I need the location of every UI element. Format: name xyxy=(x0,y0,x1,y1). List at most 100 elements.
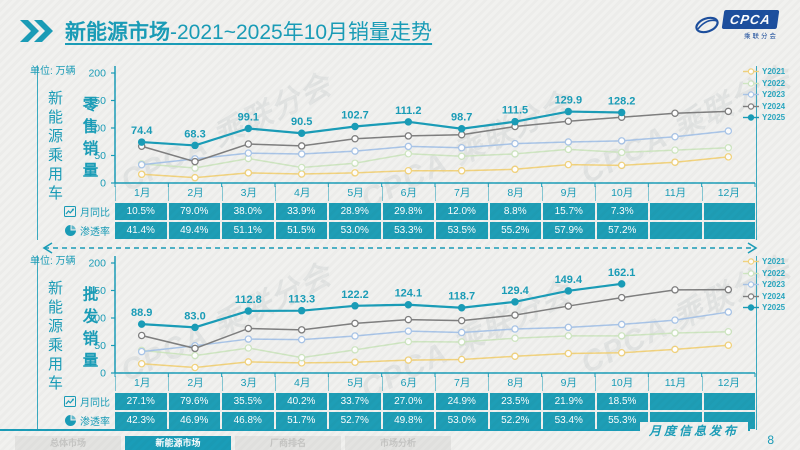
data-point-y2022 xyxy=(297,353,306,362)
data-point-y2023 xyxy=(457,328,466,337)
value-label: 112.8 xyxy=(235,294,262,306)
legend-marker-icon xyxy=(743,258,759,265)
data-point-y2025 xyxy=(244,124,253,133)
data-cell: 40.2% xyxy=(275,393,327,410)
legend-item-y2022[interactable]: Y2022 xyxy=(743,78,785,90)
data-point-y2024 xyxy=(404,315,413,324)
data-point-y2021 xyxy=(724,341,733,349)
legend-marker-icon xyxy=(743,91,759,98)
penetration-row: 41.4% 49.4% 51.1% 51.5% 53.0% 53.3% 53.5% 55.2%… xyxy=(115,222,755,239)
legend-item-y2023[interactable]: Y2023 xyxy=(743,279,785,291)
data-point-y2021 xyxy=(404,166,413,175)
data-point-y2022 xyxy=(564,332,573,340)
legend-label: Y2024 xyxy=(762,101,786,111)
data-point-y2025 xyxy=(457,303,466,312)
data-point-y2024 xyxy=(351,319,359,328)
data-point-y2024 xyxy=(191,157,199,166)
data-cell: 38.0% xyxy=(222,203,274,220)
cpca-logo-text-group: CPCA 乘联分会 xyxy=(721,10,780,40)
data-point-y2023 xyxy=(511,325,519,333)
data-point-y2024 xyxy=(671,109,679,118)
data-point-y2025 xyxy=(404,118,413,126)
data-point-y2021 xyxy=(671,345,679,354)
data-cell: 10.5% xyxy=(115,203,167,220)
category-label: 新能源乘用车 xyxy=(46,280,63,394)
data-cell: 52.2% xyxy=(489,412,541,429)
series-line-y2021 xyxy=(141,344,729,369)
value-label: 102.7 xyxy=(341,110,369,122)
logo-text: CPCA xyxy=(721,10,780,29)
data-point-y2025 xyxy=(617,280,626,288)
data-point-y2021 xyxy=(351,358,359,366)
data-cell xyxy=(650,393,702,410)
legend-item-y2025[interactable]: Y2025 xyxy=(743,112,785,124)
data-point-y2021 xyxy=(244,169,253,177)
penetration-row-label: 渗透率 xyxy=(28,222,110,239)
data-point-y2021 xyxy=(191,173,199,182)
footer-tab-2[interactable]: 厂商排名 xyxy=(235,436,341,450)
data-cell: 15.7% xyxy=(543,203,595,220)
legend-item-y2024[interactable]: Y2024 xyxy=(743,291,785,303)
data-point-y2022 xyxy=(617,332,626,340)
data-point-y2024 xyxy=(564,117,573,125)
data-point-y2024 xyxy=(457,130,466,139)
month-label: 1月 xyxy=(115,376,168,391)
header: 新能源市场-2021~2025年10月销量走势 xyxy=(20,16,432,46)
data-point-y2023 xyxy=(404,327,413,335)
data-point-y2024 xyxy=(724,107,733,116)
footer-caption: 月度信息发布 xyxy=(639,422,748,439)
legend-item-y2021[interactable]: Y2021 xyxy=(743,256,785,268)
footer-tab-3[interactable]: 市场分析 xyxy=(345,436,451,450)
value-label: 162.1 xyxy=(608,267,636,279)
data-cell xyxy=(703,393,755,410)
data-point-y2023 xyxy=(244,149,253,157)
penetration-row-label: 渗透率 xyxy=(28,412,110,429)
data-point-y2025 xyxy=(297,129,306,137)
data-point-y2023 xyxy=(137,347,146,356)
data-point-y2021 xyxy=(297,170,306,178)
legend-label: Y2022 xyxy=(762,268,786,278)
dashed-separator-arrow xyxy=(42,242,758,254)
data-point-y2023 xyxy=(244,335,253,343)
month-label: 2月 xyxy=(168,376,221,391)
footer-tab-0[interactable]: 总体市场 xyxy=(15,436,121,450)
month-label: 11月 xyxy=(648,376,701,391)
data-point-y2024 xyxy=(617,293,626,302)
footer-tab-1[interactable]: 新能源市场 xyxy=(125,436,231,450)
value-label: 129.4 xyxy=(501,285,529,297)
legend-item-y2024[interactable]: Y2024 xyxy=(743,101,785,113)
data-point-y2023 xyxy=(297,150,306,158)
data-cell: 27.1% xyxy=(115,393,167,410)
data-point-y2022 xyxy=(617,148,626,157)
value-label: 122.2 xyxy=(341,289,369,301)
footer-tabs: 总体市场 新能源市场 厂商排名 市场分析 xyxy=(15,436,451,450)
value-label: 111.2 xyxy=(395,105,421,117)
legend-item-y2023[interactable]: Y2023 xyxy=(743,89,785,101)
data-cell: 53.0% xyxy=(436,412,488,429)
data-point-y2021 xyxy=(457,167,466,175)
legend-item-y2021[interactable]: Y2021 xyxy=(743,66,785,78)
legend-label: Y2022 xyxy=(762,78,786,88)
data-point-y2023 xyxy=(724,127,733,135)
month-label: 7月 xyxy=(434,376,488,391)
data-point-y2024 xyxy=(564,302,573,310)
value-label: 149.4 xyxy=(555,274,583,286)
data-point-y2021 xyxy=(404,356,413,364)
page-number: 8 xyxy=(767,433,774,447)
data-point-y2022 xyxy=(511,334,519,342)
legend-item-y2022[interactable]: Y2022 xyxy=(743,268,785,280)
data-cell: 53.4% xyxy=(543,412,595,429)
data-point-y2025 xyxy=(191,141,199,150)
data-point-y2023 xyxy=(564,323,573,332)
legend-item-y2025[interactable]: Y2025 xyxy=(743,302,785,314)
data-point-y2025 xyxy=(191,323,199,332)
data-point-y2022 xyxy=(724,144,733,152)
legend-marker-icon xyxy=(743,103,759,110)
title-rest: -2021~2025年10月销量走势 xyxy=(170,21,433,44)
value-label: 128.2 xyxy=(608,95,636,107)
data-point-y2024 xyxy=(457,316,466,325)
unit-label: 单位: 万辆 xyxy=(30,256,76,267)
data-point-y2021 xyxy=(564,349,573,358)
month-label: 9月 xyxy=(541,376,595,391)
legend-label: Y2023 xyxy=(762,90,786,100)
